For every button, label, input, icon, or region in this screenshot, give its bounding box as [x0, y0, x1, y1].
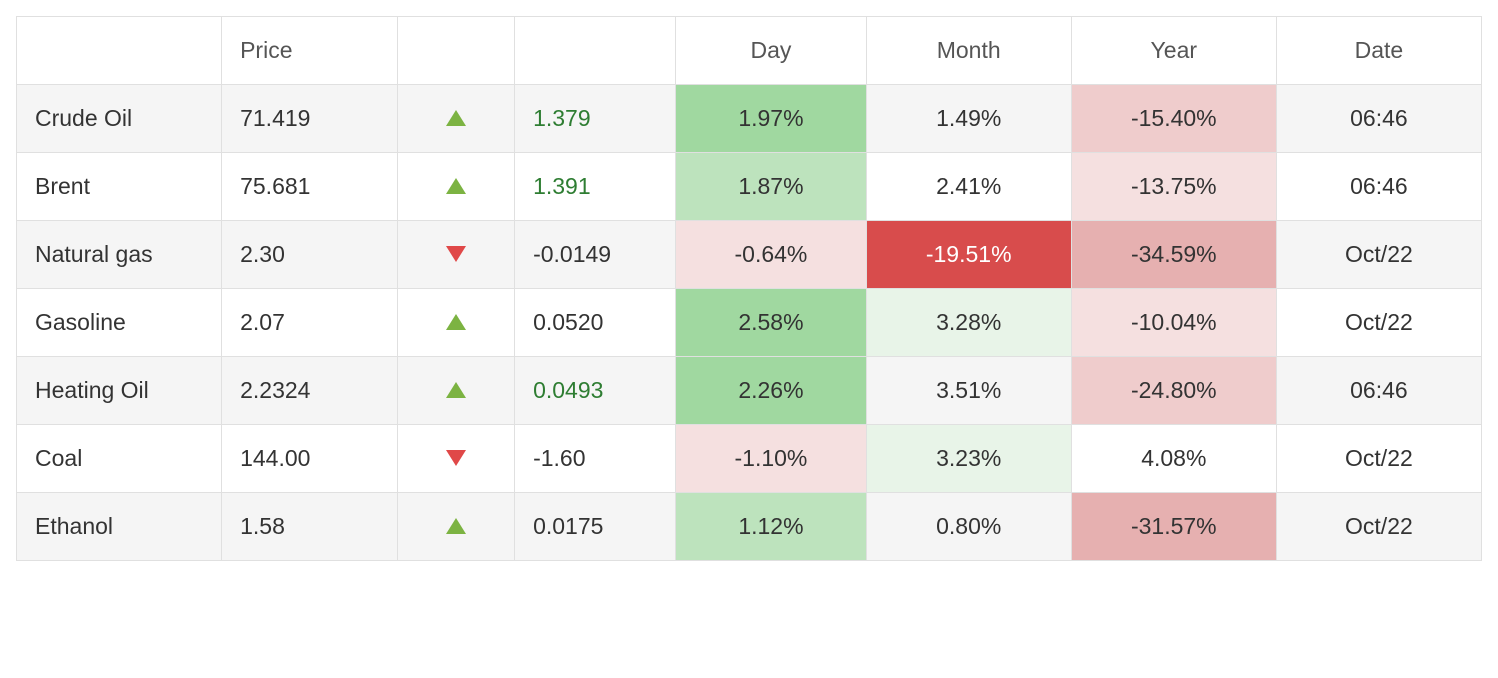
col-header-change	[515, 17, 676, 85]
table-row[interactable]: Ethanol1.58 0.01751.12%0.80%-31.57%Oct/22	[17, 493, 1482, 561]
day-cell: 2.26%	[676, 357, 866, 425]
price-cell: 75.681	[222, 153, 398, 221]
month-cell: 1.49%	[866, 85, 1071, 153]
col-header-name	[17, 17, 222, 85]
price-cell: 71.419	[222, 85, 398, 153]
change-cell: 1.379	[515, 85, 676, 153]
change-cell: 0.0175	[515, 493, 676, 561]
commodity-name[interactable]: Heating Oil	[17, 357, 222, 425]
commodity-name[interactable]: Gasoline	[17, 289, 222, 357]
month-cell: 3.51%	[866, 357, 1071, 425]
month-cell: 3.23%	[866, 425, 1071, 493]
table-row[interactable]: Crude Oil71.419 1.3791.97%1.49%-15.40%06:…	[17, 85, 1482, 153]
commodity-name[interactable]: Coal	[17, 425, 222, 493]
table-header-row: Price Day Month Year Date	[17, 17, 1482, 85]
commodities-table: Price Day Month Year Date Crude Oil71.41…	[16, 16, 1482, 561]
date-cell: Oct/22	[1276, 289, 1481, 357]
commodity-name[interactable]: Ethanol	[17, 493, 222, 561]
commodity-name[interactable]: Crude Oil	[17, 85, 222, 153]
direction-cell	[397, 153, 514, 221]
change-cell: -0.0149	[515, 221, 676, 289]
table-row[interactable]: Brent75.681 1.3911.87%2.41%-13.75%06:46	[17, 153, 1482, 221]
date-cell: 06:46	[1276, 85, 1481, 153]
price-cell: 2.2324	[222, 357, 398, 425]
price-cell: 2.07	[222, 289, 398, 357]
arrow-up-icon	[446, 382, 466, 398]
month-cell: -19.51%	[866, 221, 1071, 289]
day-cell: 1.12%	[676, 493, 866, 561]
table-body: Crude Oil71.4191.3791.97%1.49%-15.40%06:…	[17, 85, 1482, 561]
table-row[interactable]: Natural gas2.30 -0.0149-0.64%-19.51%-34.5…	[17, 221, 1482, 289]
month-cell: 3.28%	[866, 289, 1071, 357]
direction-cell	[397, 85, 514, 153]
day-cell: 1.97%	[676, 85, 866, 153]
direction-cell	[397, 493, 514, 561]
year-cell: 4.08%	[1071, 425, 1276, 493]
date-cell: Oct/22	[1276, 221, 1481, 289]
col-header-arrow	[397, 17, 514, 85]
commodity-name[interactable]: Brent	[17, 153, 222, 221]
arrow-down-icon	[446, 246, 466, 262]
col-header-month: Month	[866, 17, 1071, 85]
commodity-name[interactable]: Natural gas	[17, 221, 222, 289]
year-cell: -31.57%	[1071, 493, 1276, 561]
year-cell: -15.40%	[1071, 85, 1276, 153]
price-cell: 1.58	[222, 493, 398, 561]
change-cell: 0.0493	[515, 357, 676, 425]
arrow-up-icon	[446, 178, 466, 194]
date-cell: Oct/22	[1276, 425, 1481, 493]
table-row[interactable]: Heating Oil2.2324 0.04932.26%3.51%-24.80%…	[17, 357, 1482, 425]
col-header-date: Date	[1276, 17, 1481, 85]
month-cell: 0.80%	[866, 493, 1071, 561]
date-cell: 06:46	[1276, 153, 1481, 221]
price-cell: 144.00	[222, 425, 398, 493]
year-cell: -34.59%	[1071, 221, 1276, 289]
direction-cell	[397, 289, 514, 357]
col-header-day: Day	[676, 17, 866, 85]
change-cell: 0.0520	[515, 289, 676, 357]
month-cell: 2.41%	[866, 153, 1071, 221]
direction-cell	[397, 425, 514, 493]
table-row[interactable]: Coal144.00 -1.60-1.10%3.23%4.08%Oct/22	[17, 425, 1482, 493]
direction-cell	[397, 221, 514, 289]
arrow-down-icon	[446, 450, 466, 466]
year-cell: -13.75%	[1071, 153, 1276, 221]
day-cell: 1.87%	[676, 153, 866, 221]
day-cell: -0.64%	[676, 221, 866, 289]
arrow-up-icon	[446, 110, 466, 126]
change-cell: 1.391	[515, 153, 676, 221]
change-cell: -1.60	[515, 425, 676, 493]
day-cell: 2.58%	[676, 289, 866, 357]
direction-cell	[397, 357, 514, 425]
price-cell: 2.30	[222, 221, 398, 289]
col-header-year: Year	[1071, 17, 1276, 85]
day-cell: -1.10%	[676, 425, 866, 493]
arrow-up-icon	[446, 314, 466, 330]
table-row[interactable]: Gasoline2.07 0.05202.58%3.28%-10.04%Oct/2…	[17, 289, 1482, 357]
year-cell: -10.04%	[1071, 289, 1276, 357]
date-cell: 06:46	[1276, 357, 1481, 425]
col-header-price: Price	[222, 17, 398, 85]
arrow-up-icon	[446, 518, 466, 534]
date-cell: Oct/22	[1276, 493, 1481, 561]
year-cell: -24.80%	[1071, 357, 1276, 425]
